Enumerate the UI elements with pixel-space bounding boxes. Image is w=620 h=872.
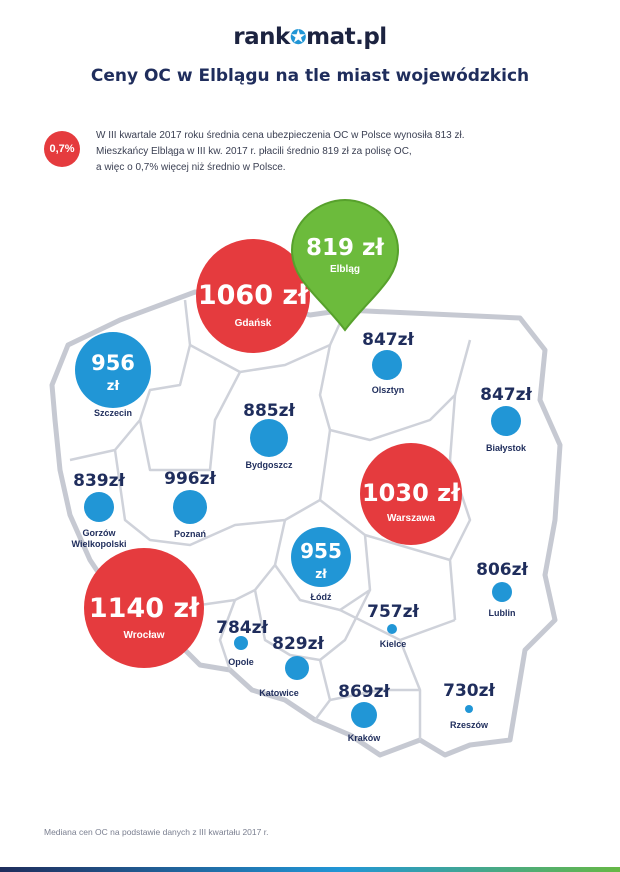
krakow-price: 869zł xyxy=(338,682,390,702)
city-kielce: 757zł Kielce xyxy=(367,602,419,649)
city-elblag-pin: 819 zł Elbląg xyxy=(290,198,400,332)
city-bialystok: 847zł Białystok xyxy=(480,385,532,453)
city-gdansk: 1060 zł Gdańsk xyxy=(196,239,310,353)
city-bydgoszcz: 885zł Bydgoszcz xyxy=(243,401,295,470)
logo-text-right: mat.pl xyxy=(306,24,387,50)
katowice-name: Katowice xyxy=(259,688,299,698)
poznan-name: Poznań xyxy=(174,529,206,539)
katowice-price: 829zł xyxy=(272,634,324,654)
intro-line-2: Mieszkańcy Elbląga w III kw. 2017 r. pła… xyxy=(96,146,412,157)
opole-price: 784zł xyxy=(216,618,268,638)
lodz-price: 955 xyxy=(300,539,342,563)
rankomat-logo: rank✪mat.pl xyxy=(0,24,620,50)
intro-text: W III kwartale 2017 roku średnia cena ub… xyxy=(96,128,576,176)
city-olsztyn: 847zł Olsztyn xyxy=(362,330,414,395)
city-poznan: 996zł Poznań xyxy=(164,469,216,539)
bydgoszcz-price: 885zł xyxy=(243,401,295,421)
warszawa-name: Warszawa xyxy=(387,513,435,524)
city-krakow: 869zł Kraków xyxy=(338,682,390,743)
city-lodz: 955 zł Łódź xyxy=(291,527,351,602)
lodz-name: Łódź xyxy=(311,592,332,602)
intro-line-1: W III kwartale 2017 roku średnia cena ub… xyxy=(96,130,465,141)
star-icon: ✪ xyxy=(289,25,307,49)
kielce-name: Kielce xyxy=(380,639,407,649)
szczecin-unit: zł xyxy=(107,379,121,394)
opole-name: Opole xyxy=(228,657,254,667)
city-rzeszow: 730zł Rzeszów xyxy=(443,681,495,730)
szczecin-price: 956 xyxy=(91,351,135,375)
rzeszow-name: Rzeszów xyxy=(450,720,489,730)
city-szczecin: 956 zł Szczecin xyxy=(75,332,151,418)
bialystok-price: 847zł xyxy=(480,385,532,405)
szczecin-name: Szczecin xyxy=(94,408,132,418)
kielce-price: 757zł xyxy=(367,602,419,622)
gdansk-price: 1060 zł xyxy=(198,280,309,311)
wroclaw-price: 1140 zł xyxy=(89,593,200,624)
city-gorzow: 839zł Gorzów Wielkopolski xyxy=(72,471,127,549)
gorzow-price: 839zł xyxy=(73,471,125,491)
warszawa-price: 1030 zł xyxy=(362,479,461,507)
percent-badge: 0,7% xyxy=(44,131,80,167)
krakow-name: Kraków xyxy=(348,733,382,743)
lublin-price: 806zł xyxy=(476,560,528,580)
rzeszow-price: 730zł xyxy=(443,681,495,701)
elblag-name: Elbląg xyxy=(330,264,360,275)
elblag-price: 819 zł xyxy=(306,235,384,261)
bydgoszcz-name: Bydgoszcz xyxy=(245,460,293,470)
lodz-unit: zł xyxy=(315,567,327,581)
footer-note: Mediana cen OC na podstawie danych z III… xyxy=(44,827,269,837)
page-title: Ceny OC w Elblągu na tle miast wojewódzk… xyxy=(90,66,530,86)
gdansk-name: Gdańsk xyxy=(235,318,272,329)
bottom-bar xyxy=(0,867,620,872)
city-opole: 784zł Opole xyxy=(216,618,268,667)
gorzow-name-1: Gorzów xyxy=(83,528,117,538)
wroclaw-name: Wrocław xyxy=(124,630,165,641)
city-wroclaw: 1140 zł Wrocław xyxy=(84,548,204,668)
city-katowice: 829zł Katowice xyxy=(259,634,324,698)
lublin-name: Lublin xyxy=(489,608,516,618)
olsztyn-name: Olsztyn xyxy=(372,385,405,395)
poznan-price: 996zł xyxy=(164,469,216,489)
gorzow-name-2: Wielkopolski xyxy=(72,539,127,549)
bialystok-name: Białystok xyxy=(486,443,527,453)
city-lublin: 806zł Lublin xyxy=(476,560,528,618)
olsztyn-price: 847zł xyxy=(362,330,414,350)
city-warszawa: 1030 zł Warszawa xyxy=(360,443,462,545)
intro-line-3: a więc o 0,7% więcej niż średnio w Polsc… xyxy=(96,162,286,173)
logo-text-left: rank xyxy=(233,24,290,50)
